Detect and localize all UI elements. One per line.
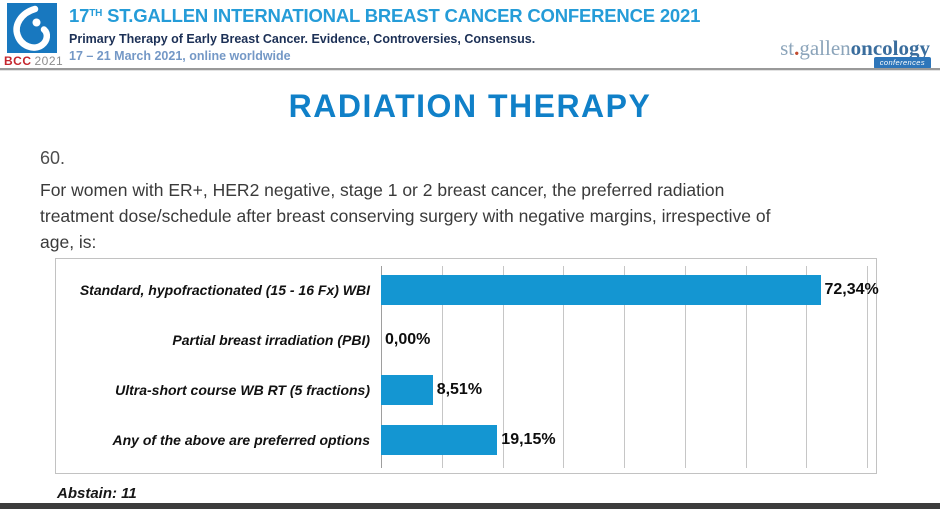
bar-label: Partial breast irradiation (PBI) — [172, 332, 370, 348]
conference-title: 17TH ST.GALLEN INTERNATIONAL BREAST CANC… — [69, 5, 701, 26]
chart-row: Any of the above are preferred options 19… — [56, 415, 876, 465]
chart-rows: Standard, hypofractionated (15 - 16 Fx) … — [56, 265, 879, 465]
bar — [381, 275, 821, 305]
bar-value: 0,00% — [385, 331, 431, 348]
bar-label: Any of the above are preferred options — [112, 432, 371, 448]
bar-label: Ultra-short course WB RT (5 fractions) — [115, 382, 370, 398]
bar-label: Standard, hypofractionated (15 - 16 Fx) … — [79, 282, 370, 298]
stgallen-oncology-logo: st.gallenoncology — [780, 36, 930, 60]
bar-track: 72,34% — [381, 275, 879, 305]
bar-value: 72,34% — [824, 281, 879, 298]
bar-value: 19,15% — [501, 431, 556, 448]
question-line: age, is: — [40, 232, 97, 252]
conference-subtitle: Primary Therapy of Early Breast Cancer. … — [69, 32, 536, 46]
chart-gridline — [806, 266, 807, 468]
conferences-badge: conferences — [873, 57, 931, 69]
year-label: 2021 — [34, 54, 64, 68]
chart-row: Standard, hypofractionated (15 - 16 Fx) … — [56, 265, 879, 315]
chart-gridline — [442, 266, 443, 468]
question-line: treatment dose/schedule after breast con… — [40, 206, 771, 226]
chart-gridline — [867, 266, 868, 468]
chart-row: Ultra-short course WB RT (5 fractions) 8,… — [56, 365, 876, 415]
bcc-year-label: BCC 2021 — [4, 54, 64, 68]
question-line: For women with ER+, HER2 negative, stage… — [40, 180, 725, 200]
chart-gridline — [746, 266, 747, 468]
conference-dates: 17 – 21 March 2021, online worldwide — [69, 49, 291, 63]
bcc-label: BCC — [4, 54, 32, 68]
header-text-block: 17TH ST.GALLEN INTERNATIONAL BREAST CANC… — [69, 5, 700, 63]
question-number: 60. — [40, 148, 66, 168]
bar-track: 0,00% — [381, 325, 876, 355]
brand-dot: . — [794, 36, 800, 60]
bcc-logo — [7, 3, 57, 53]
bar-track: 8,51% — [381, 375, 876, 405]
breast-shape-icon — [13, 5, 51, 51]
chart-gridline — [503, 266, 504, 468]
chart-gridline — [685, 266, 686, 468]
poll-results-chart: Standard, hypofractionated (15 - 16 Fx) … — [55, 258, 879, 474]
video-frame-bottom-bar — [0, 503, 940, 509]
header-divider — [0, 68, 940, 71]
chart-gridline — [624, 266, 625, 468]
bar — [381, 425, 498, 455]
bar-value: 8,51% — [436, 381, 483, 398]
chart-row: Partial breast irradiation (PBI) 0,00% — [56, 315, 876, 365]
chart-gridline — [563, 266, 564, 468]
bar — [381, 375, 433, 405]
question-text: For women with ER+, HER2 negative, stage… — [40, 177, 900, 255]
chart-axis-line — [381, 266, 382, 468]
abstain-count: Abstain: 11 — [57, 485, 137, 502]
slide-title: RADIATION THERAPY — [288, 88, 652, 124]
chart-gridlines — [381, 266, 868, 468]
bar-track: 19,15% — [381, 425, 876, 455]
